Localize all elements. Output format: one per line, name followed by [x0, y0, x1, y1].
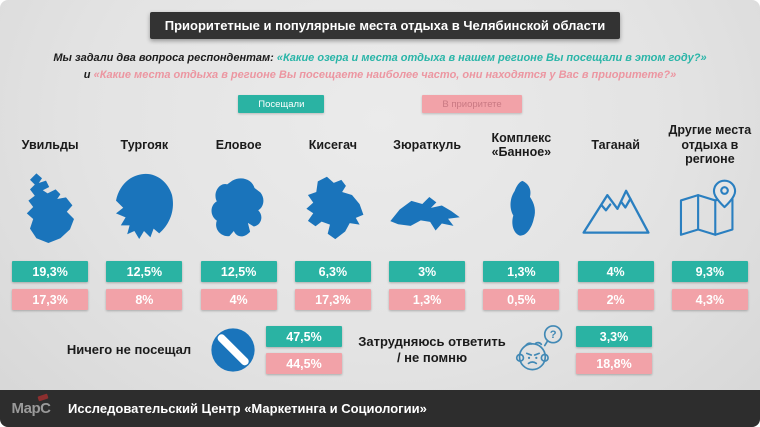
priority-value: 17,3%: [12, 289, 89, 310]
visited-value: 3%: [389, 261, 466, 282]
priority-value: 44,5%: [266, 353, 342, 374]
visited-value: 4%: [577, 261, 654, 282]
visited-value: 3,3%: [576, 326, 652, 347]
footer-credit: Исследовательский Центр «Маркетинга и Со…: [68, 401, 427, 416]
page-title: Приоритетные и популярные места отдыха в…: [150, 12, 620, 39]
column-label: Зюраткуль: [393, 137, 462, 152]
visited-value: 12,5%: [106, 261, 183, 282]
extras-row: Ничего не посещал 47,5% 44,5% Затрудняюс…: [0, 320, 760, 380]
column-zyuratkul: Зюраткуль 3% 1,3%: [382, 122, 472, 310]
lake-elovoe-icon: [202, 168, 276, 254]
intro-line-1: Мы задали два вопроса респондентам: «Как…: [0, 50, 760, 67]
question-mark-glyph: ?: [550, 329, 557, 341]
company-logo: МарС: [10, 393, 52, 422]
column-label: Тургояк: [120, 137, 169, 152]
column-label: Увильды: [21, 137, 79, 152]
column-bannoe: Комплекс «Банное» 1,3% 0,5%: [476, 122, 566, 310]
column-kisegach: Кисегач 6,3% 17,3%: [288, 122, 378, 310]
lake-zyuratkul-icon: [384, 168, 470, 254]
visited-value: 19,3%: [12, 261, 89, 282]
column-label: Таганай: [591, 137, 640, 152]
hard-to-answer-values: 3,3% 18,8%: [576, 326, 652, 374]
intro-question-1: «Какие озера и места отдыха в нашем реги…: [276, 52, 707, 64]
confused-face-icon: ?: [510, 322, 566, 378]
column-elovoe: Еловое 12,5% 4%: [194, 122, 284, 310]
intro-lead: Мы задали два вопроса респондентам:: [53, 52, 274, 64]
column-label: Другие места отдыха в регионе: [668, 123, 752, 167]
visited-value: 6,3%: [294, 261, 371, 282]
intro-conjunction: и: [83, 69, 91, 82]
lake-turgoyak-icon: [104, 168, 184, 254]
priority-value: 18,8%: [576, 353, 652, 374]
column-label: Комплекс «Банное»: [491, 130, 552, 159]
map-pin-icon: [675, 168, 745, 254]
nothing-visited-label: Ничего не посещал: [66, 342, 192, 358]
priority-value: 4,3%: [671, 289, 748, 310]
lake-kisegach-icon: [295, 168, 371, 254]
priority-value: 0,5%: [483, 289, 560, 310]
column-taganay: Таганай 4% 2%: [571, 122, 661, 310]
lake-uvildy-icon: [10, 168, 90, 254]
mountain-icon: [579, 168, 653, 254]
visited-value: 12,5%: [200, 261, 277, 282]
column-other-places: Другие места отдыха в регионе 9,3% 4,3%: [665, 122, 755, 310]
visited-value: 9,3%: [671, 261, 748, 282]
priority-value: 8%: [106, 289, 183, 310]
priority-value: 1,3%: [389, 289, 466, 310]
places-grid: Увильды 19,3% 17,3% Тургояк 12,5% 8% Ело…: [5, 122, 755, 310]
hard-to-answer-label: Затрудняюсь ответить / не помню: [358, 334, 506, 365]
legend-visited-button[interactable]: Посещали: [238, 95, 325, 113]
visited-value: 47,5%: [266, 326, 342, 347]
nothing-visited-values: 47,5% 44,5%: [266, 326, 342, 374]
visited-value: 1,3%: [483, 261, 560, 282]
priority-value: 4%: [200, 289, 277, 310]
intro-line-2: и «Какие места отдыха в регионе Вы посещ…: [0, 67, 760, 84]
no-entry-icon: [210, 327, 256, 373]
legend: Посещали В приоритете: [0, 95, 760, 113]
lake-bannoe-icon: [489, 168, 553, 254]
priority-value: 17,3%: [294, 289, 371, 310]
footer-bar: МарС Исследовательский Центр «Маркетинга…: [0, 390, 760, 427]
column-uvildy: Увильды 19,3% 17,3%: [5, 122, 95, 310]
logo-text: МарС: [11, 400, 51, 417]
column-label: Еловое: [215, 137, 262, 152]
intro-question-2: «Какие места отдыха в регионе Вы посещае…: [93, 69, 677, 82]
column-turgoyak: Тургояк 12,5% 8%: [99, 122, 189, 310]
column-label: Кисегач: [308, 137, 358, 152]
priority-value: 2%: [577, 289, 654, 310]
legend-priority-button[interactable]: В приоритете: [422, 95, 522, 113]
intro-text: Мы задали два вопроса респондентам: «Как…: [0, 50, 760, 84]
